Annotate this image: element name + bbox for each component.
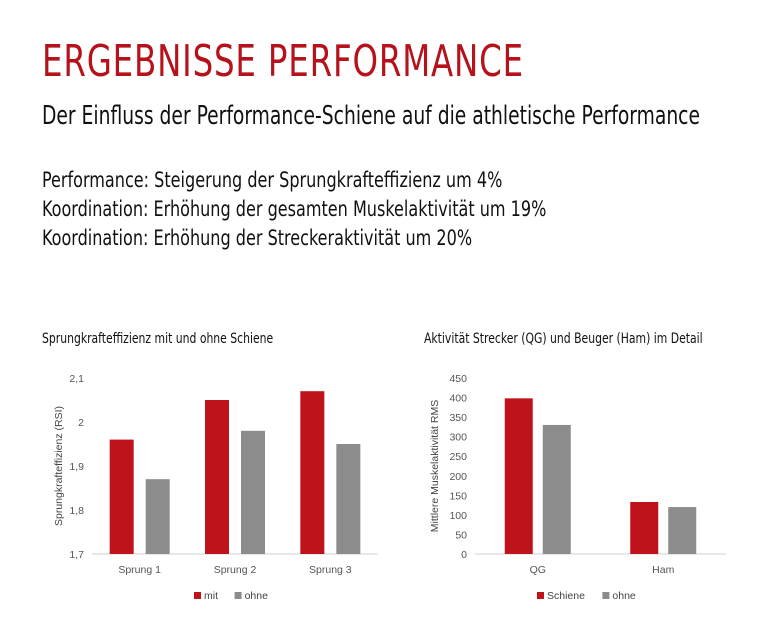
finding-extensor-activity: Koordination: Erhöhung der Streckeraktiv… xyxy=(42,226,473,250)
muscle-legend-label-ohne: ohne xyxy=(612,590,636,602)
chart-title-muscle-activity: Aktivität Strecker (QG) und Beuger (Ham)… xyxy=(424,331,703,347)
jump-ytick-label: 1,8 xyxy=(69,505,84,517)
jump-legend-swatch-ohne xyxy=(234,592,242,599)
muscle-ytick-label: 450 xyxy=(449,373,467,385)
jump-y-axis-label: Sprungkrafteffizienz (RSI) xyxy=(53,406,65,526)
jump-ytick-label: 2,1 xyxy=(69,373,84,385)
muscle-ytick-label: 350 xyxy=(449,412,467,424)
jump-bar-ohne-sprung-1 xyxy=(145,479,170,554)
muscle-ytick-label: 250 xyxy=(449,451,467,463)
findings-list: Performance: Steigerung der Sprungkrafte… xyxy=(42,166,635,253)
muscle-ytick-label: 100 xyxy=(449,510,467,522)
muscle-bar-ohne-qg xyxy=(542,424,571,554)
muscle-y-axis-label: Mittlere Muskelaktivität RMS xyxy=(429,400,441,532)
finding-performance: Performance: Steigerung der Sprungkrafte… xyxy=(42,168,503,192)
muscle-bar-schiene-qg xyxy=(504,398,533,554)
muscle-ytick-label: 300 xyxy=(449,432,467,444)
chart-title-jump-efficiency: Sprungkrafteffizienz mit und ohne Schien… xyxy=(42,331,274,347)
jump-ytick-label: 2 xyxy=(78,417,84,429)
jump-legend-swatch-mit xyxy=(194,592,201,599)
jump-bar-ohne-sprung-2 xyxy=(241,430,265,554)
jump-ytick-label: 1,7 xyxy=(69,549,84,561)
muscle-legend-swatch-ohne xyxy=(602,592,610,599)
jump-ytick-label: 1,9 xyxy=(69,461,84,473)
finding-muscle-activity: Koordination: Erhöhung der gesamten Musk… xyxy=(42,197,547,221)
muscle-bar-schiene-ham xyxy=(630,501,659,554)
jump-bar-mit-sprung-3 xyxy=(300,391,325,554)
muscle-bar-ohne-ham xyxy=(668,507,697,554)
jump-bar-mit-sprung-1 xyxy=(109,439,134,554)
muscle-legend-label-schiene: Schiene xyxy=(547,590,585,602)
muscle-ytick-label: 200 xyxy=(449,471,467,483)
jump-legend-label-ohne: ohne xyxy=(245,590,269,602)
jump-bar-mit-sprung-2 xyxy=(205,400,229,554)
muscle-ytick-label: 50 xyxy=(455,529,467,541)
muscle-legend-swatch-schiene xyxy=(537,592,544,599)
jump-xtick-label: Sprung 2 xyxy=(214,564,257,576)
jump-legend-label-mit: mit xyxy=(204,590,218,602)
muscle-ytick-label: 400 xyxy=(449,393,467,405)
jump-bar-ohne-sprung-3 xyxy=(336,444,361,554)
muscle-ytick-label: 150 xyxy=(449,490,467,502)
page-subtitle: Der Einfluss der Performance-Schiene auf… xyxy=(42,101,700,131)
jump-xtick-label: Sprung 3 xyxy=(309,564,352,576)
muscle-ytick-label: 0 xyxy=(461,549,467,561)
muscle-xtick-label: QG xyxy=(530,564,546,576)
page-title: ERGEBNISSE PERFORMANCE xyxy=(42,36,524,87)
muscle-xtick-label: Ham xyxy=(652,564,674,576)
jump-xtick-label: Sprung 1 xyxy=(118,564,161,576)
